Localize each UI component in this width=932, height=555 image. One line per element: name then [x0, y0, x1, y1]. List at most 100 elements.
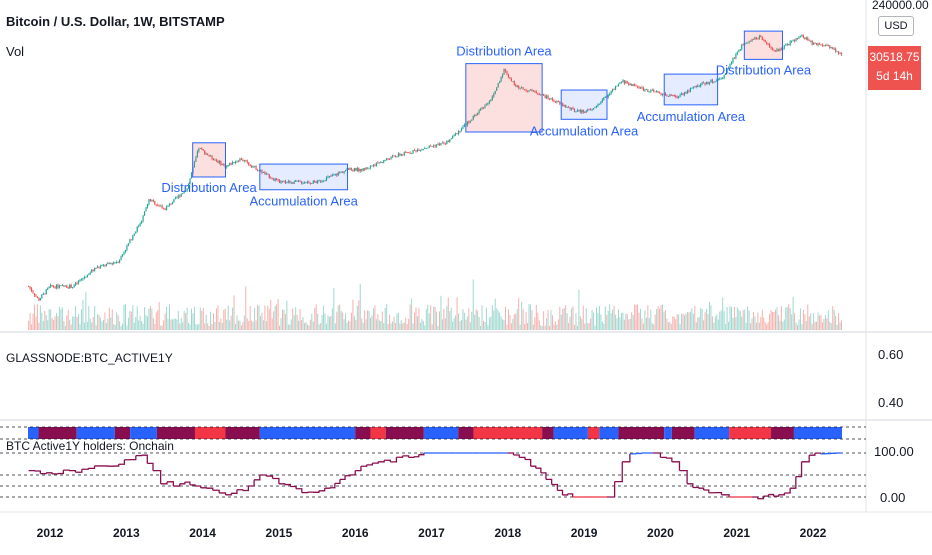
candle-body	[44, 294, 45, 295]
candle-body	[85, 277, 86, 278]
candle-body	[735, 54, 736, 58]
candle-body	[432, 146, 433, 147]
volume-bar	[421, 319, 422, 330]
volume-bar	[194, 307, 195, 330]
volume-bar	[166, 307, 167, 330]
pane2-label[interactable]: GLASSNODE:BTC_ACTIVE1Y	[6, 351, 173, 365]
volume-bar	[549, 326, 550, 330]
volume-label[interactable]: Vol	[6, 44, 24, 59]
volume-bar	[694, 306, 695, 330]
annotation-label: Accumulation Area	[637, 109, 746, 124]
volume-bar	[709, 302, 710, 330]
volume-bar	[550, 310, 551, 330]
candle-body	[839, 53, 840, 54]
volume-bar	[364, 310, 365, 330]
candle-body	[56, 285, 57, 288]
candle-body	[46, 289, 47, 294]
time-axis-tick-label: 2012	[37, 526, 64, 540]
volume-bar	[200, 307, 201, 330]
volume-bar	[273, 311, 274, 330]
candle-body	[75, 283, 76, 285]
candle-body	[440, 143, 441, 145]
volume-bar	[578, 290, 579, 330]
volume-bar	[746, 323, 747, 330]
volume-bar	[438, 326, 439, 330]
volume-bar	[236, 315, 237, 330]
volume-bar	[771, 310, 772, 330]
state-bar-segment	[195, 427, 226, 439]
time-axis-tick-label: 2019	[571, 526, 598, 540]
candle-body	[826, 45, 827, 46]
candle-body	[838, 51, 839, 53]
volume-bar	[556, 325, 557, 330]
symbol-title[interactable]: Bitcoin / U.S. Dollar, 1W, BITSTAMP	[6, 14, 225, 29]
volume-bar	[354, 316, 355, 330]
volume-bar	[468, 308, 469, 330]
candle-body	[69, 285, 70, 288]
volume-bar	[197, 325, 198, 330]
volume-bar	[157, 310, 158, 330]
pane2-tick-1: 0.40	[878, 395, 903, 410]
volume-bar	[593, 313, 594, 330]
state-bar-segment	[424, 427, 458, 439]
volume-bar	[832, 306, 833, 330]
volume-bar	[737, 307, 738, 330]
volume-bar	[78, 314, 79, 330]
volume-bar	[351, 313, 352, 330]
volume-bar	[688, 312, 689, 330]
candle-body	[247, 161, 248, 163]
volume-bar	[308, 326, 309, 330]
volume-bar	[138, 320, 139, 330]
volume-bar	[40, 306, 41, 330]
volume-bar	[295, 307, 296, 330]
volume-bar	[716, 314, 717, 330]
oscillator-line	[46, 473, 52, 474]
oscillator-line	[266, 476, 272, 478]
currency-button[interactable]: USD	[878, 16, 914, 36]
candle-body	[109, 263, 110, 264]
volume-bar	[705, 312, 706, 330]
candle-body	[624, 80, 625, 83]
candle-body	[62, 285, 63, 286]
volume-bar	[168, 319, 169, 330]
volume-bar	[778, 315, 779, 330]
volume-bar	[521, 302, 522, 330]
volume-bar	[815, 322, 816, 330]
candle-body	[411, 153, 412, 154]
volume-bar	[376, 319, 377, 330]
state-bar-segment	[542, 427, 553, 439]
volume-bar	[432, 324, 433, 330]
volume-bar	[627, 314, 628, 330]
candle-body	[134, 234, 135, 236]
volume-bar	[399, 323, 400, 330]
pane3-label[interactable]: BTC Active1Y holders: Onchain	[6, 439, 174, 453]
volume-bar	[398, 313, 399, 330]
volume-bar	[649, 318, 650, 330]
candle-body	[40, 298, 41, 300]
volume-bar	[286, 300, 287, 330]
volume-bar	[219, 322, 220, 330]
volume-bar	[661, 305, 662, 330]
volume-bar	[141, 321, 142, 330]
volume-bar	[484, 322, 485, 330]
candle-body	[78, 281, 79, 283]
volume-bar	[135, 317, 136, 330]
oscillator-line	[519, 457, 525, 459]
volume-bar	[530, 304, 531, 330]
candle-body	[455, 133, 456, 134]
volume-bar	[760, 317, 761, 330]
volume-bar	[131, 312, 132, 330]
candle-body	[837, 51, 838, 52]
volume-bar	[327, 315, 328, 330]
volume-bar	[700, 308, 701, 330]
oscillator-line	[615, 462, 623, 482]
candle-body	[93, 270, 94, 271]
volume-bar	[386, 304, 387, 330]
candle-body	[79, 280, 80, 281]
candle-body	[451, 138, 452, 139]
volume-bar	[392, 322, 393, 330]
volume-bar	[785, 307, 786, 330]
volume-bar	[562, 309, 563, 330]
